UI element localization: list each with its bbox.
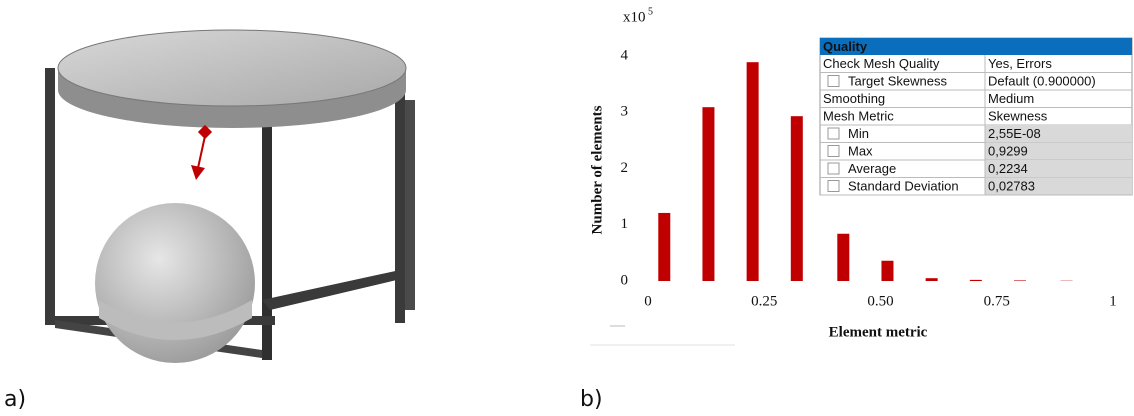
row-label: Mesh Metric	[823, 109, 894, 124]
checkbox	[828, 128, 839, 139]
y-tick-label: 1	[621, 216, 629, 232]
row-value: 0,9299	[988, 144, 1028, 159]
bar	[926, 278, 938, 281]
y-scale-exponent: 5	[648, 6, 653, 17]
row-label: Average	[848, 161, 896, 176]
row-label: Min	[848, 126, 869, 141]
bar	[658, 213, 670, 281]
bar	[970, 280, 982, 281]
y-scale-base: x10	[623, 9, 646, 25]
table-model	[45, 30, 415, 363]
x-tick-label: 1	[1109, 293, 1117, 309]
row-value: 0,02783	[988, 179, 1035, 194]
table-title: Quality	[823, 39, 868, 54]
y-tick-label: 2	[621, 160, 629, 176]
bar	[702, 107, 714, 281]
y-tick-label: 3	[621, 104, 629, 120]
row-label: Smoothing	[823, 91, 885, 106]
bar	[837, 234, 849, 281]
x-tick-label: 0.75	[984, 293, 1010, 309]
row-value: Skewness	[988, 109, 1048, 124]
checkbox	[828, 163, 839, 174]
row-label: Check Mesh Quality	[823, 56, 940, 71]
x-tick-label: 0.25	[751, 293, 777, 309]
panel-label: a)	[4, 387, 26, 412]
checkbox	[828, 76, 839, 87]
x-tick-label: 0	[644, 293, 652, 309]
x-axis-label: Element metric	[829, 324, 928, 340]
row-label: Standard Deviation	[848, 179, 959, 194]
y-tick-label: 4	[621, 47, 629, 63]
bar	[881, 261, 893, 281]
panel-label: b)	[580, 387, 603, 412]
y-tick-label: 0	[621, 272, 629, 288]
row-value: Default (0.900000)	[988, 74, 1096, 89]
row-label: Max	[848, 144, 873, 159]
bar	[1014, 280, 1026, 281]
bar	[747, 62, 759, 281]
checkbox	[828, 146, 839, 157]
bar	[791, 116, 803, 281]
checkbox	[828, 181, 839, 192]
row-value: Yes, Errors	[988, 56, 1052, 71]
row-label: Target Skewness	[848, 74, 947, 89]
row-value: 0,2234	[988, 161, 1028, 176]
row-value: Medium	[988, 91, 1034, 106]
x-tick-label: 0.50	[867, 293, 893, 309]
y-axis-label: Number of elements	[589, 105, 605, 234]
row-value: 2,55E-08	[988, 126, 1041, 141]
figure: a) b) x10 5 Number of elements Element m…	[0, 0, 1134, 416]
